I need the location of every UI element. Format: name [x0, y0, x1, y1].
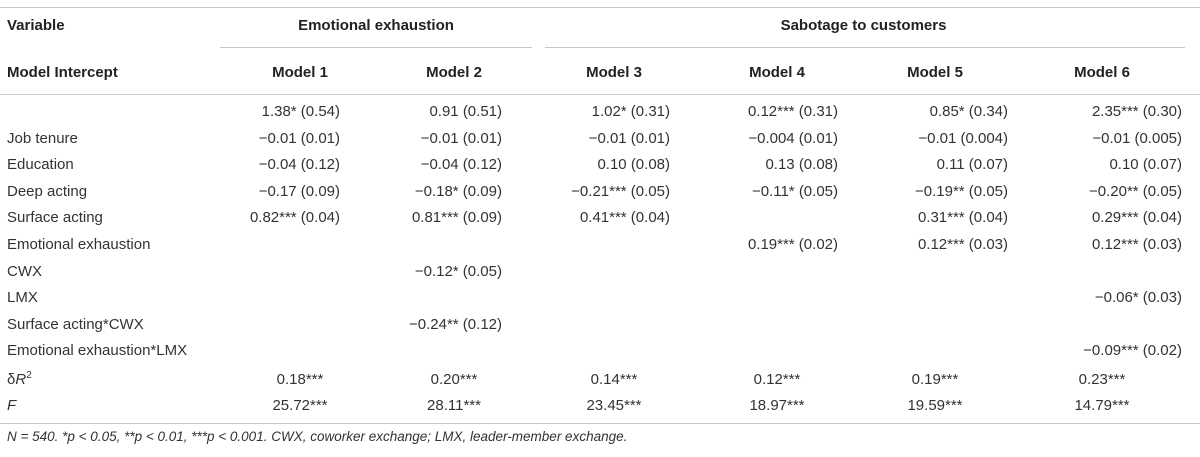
- f-model-6: 14.79***: [1074, 397, 1130, 414]
- row-label: Deep acting: [7, 183, 88, 200]
- f-model-2: 28.11***: [427, 397, 481, 414]
- f-model-3: 23.45***: [586, 397, 642, 414]
- header-bottom-rule: [0, 94, 1200, 95]
- table-cell-model-6: −0.01 (0.005): [1092, 130, 1182, 147]
- table-cell-model-2: −0.12* (0.05): [414, 263, 502, 280]
- header-model-3: Model 3: [586, 64, 642, 81]
- row-label-f: F: [7, 397, 16, 414]
- table-cell-model-2: −0.04 (0.12): [420, 156, 502, 173]
- table-cell-model-6: 0.29*** (0.04): [1091, 209, 1182, 226]
- r-variable: R: [15, 371, 27, 388]
- table-cell-model-2: −0.24** (0.12): [409, 316, 502, 333]
- table-cell-model-6: −0.20** (0.05): [1089, 183, 1182, 200]
- table-cell-model-5: −0.01 (0.004): [918, 130, 1008, 147]
- header-group-sabotage: Sabotage to customers: [780, 17, 947, 34]
- bottom-rule: [0, 423, 1200, 424]
- table-cell-model-4: −0.004 (0.01): [748, 130, 838, 147]
- r-superscript: 2: [26, 370, 32, 381]
- table-cell-model-6: 0.12*** (0.03): [1091, 236, 1182, 253]
- delta-r2-model-5: 0.19***: [911, 371, 959, 388]
- table-cell-model-4: 0.13 (0.08): [765, 156, 838, 173]
- table-cell-model-5: 0.12*** (0.03): [917, 236, 1008, 253]
- delta-r2-model-2: 0.20***: [430, 371, 478, 388]
- header-model-1: Model 1: [272, 64, 328, 81]
- group-rule-emotional-exhaustion: [220, 47, 532, 48]
- table-cell-model-5: −0.19** (0.05): [915, 183, 1008, 200]
- row-label: Surface acting*CWX: [7, 316, 144, 333]
- header-model-2: Model 2: [426, 64, 482, 81]
- delta-r2-model-4: 0.12***: [753, 371, 801, 388]
- table-cell-model-1: 1.38* (0.54): [261, 103, 340, 120]
- row-label-delta-r2: δR2: [7, 370, 32, 388]
- row-label: Surface acting: [7, 209, 103, 226]
- delta-r2-model-1: 0.18***: [276, 371, 324, 388]
- table-cell-model-5: 0.11 (0.07): [936, 156, 1008, 173]
- delta-r2-model-6: 0.23***: [1078, 371, 1126, 388]
- row-label: Job tenure: [7, 130, 78, 147]
- table-cell-model-3: 0.41*** (0.04): [579, 209, 670, 226]
- table-cell-model-4: 0.19*** (0.02): [747, 236, 838, 253]
- table-cell-model-4: −0.11* (0.05): [751, 183, 838, 200]
- table-cell-model-2: −0.01 (0.01): [420, 130, 502, 147]
- f-variable: F: [7, 397, 17, 414]
- table-cell-model-1: −0.17 (0.09): [258, 183, 340, 200]
- row-label: LMX: [7, 289, 38, 306]
- delta-r2-model-3: 0.14***: [590, 371, 638, 388]
- row-label: Emotional exhaustion*LMX: [7, 342, 188, 359]
- table-cell-model-6: 0.10 (0.07): [1109, 156, 1182, 173]
- table-cell-model-4: 0.12*** (0.31): [747, 103, 838, 120]
- f-model-5: 19.59***: [907, 397, 963, 414]
- group-rule-sabotage: [545, 47, 1185, 48]
- table-cell-model-6: −0.06* (0.03): [1094, 289, 1182, 306]
- table-cell-model-6: −0.09*** (0.02): [1083, 342, 1182, 359]
- header-model-4: Model 4: [749, 64, 805, 81]
- header-group-emotional-exhaustion: Emotional exhaustion: [298, 17, 454, 34]
- table-cell-model-1: 0.82*** (0.04): [249, 209, 340, 226]
- table-cell-model-3: 0.10 (0.08): [597, 156, 670, 173]
- header-model-intercept: Model Intercept: [7, 64, 118, 81]
- row-label: CWX: [7, 263, 42, 280]
- table-cell-model-5: 0.85* (0.34): [929, 103, 1008, 120]
- table-cell-model-3: −0.21*** (0.05): [571, 183, 670, 200]
- delta-symbol: δ: [7, 371, 16, 388]
- table-cell-model-5: 0.31*** (0.04): [917, 209, 1008, 226]
- row-label: Education: [7, 156, 74, 173]
- table-cell-model-3: −0.01 (0.01): [588, 130, 670, 147]
- table-cell-model-2: 0.91 (0.51): [429, 103, 502, 120]
- f-model-1: 25.72***: [272, 397, 328, 414]
- table-cell-model-1: −0.04 (0.12): [258, 156, 340, 173]
- table-cell-model-2: −0.18* (0.09): [414, 183, 502, 200]
- f-model-4: 18.97***: [749, 397, 805, 414]
- table-cell-model-1: −0.01 (0.01): [258, 130, 340, 147]
- top-rule: [0, 7, 1200, 8]
- header-model-6: Model 6: [1074, 64, 1130, 81]
- table-cell-model-6: 2.35*** (0.30): [1091, 103, 1182, 120]
- header-model-5: Model 5: [907, 64, 963, 81]
- table-cell-model-2: 0.81*** (0.09): [411, 209, 502, 226]
- header-variable: Variable: [7, 17, 65, 34]
- table-cell-model-3: 1.02* (0.31): [591, 103, 670, 120]
- row-label: Emotional exhaustion: [7, 236, 151, 253]
- footnote: N = 540. *p < 0.05, **p < 0.01, ***p < 0…: [7, 429, 628, 444]
